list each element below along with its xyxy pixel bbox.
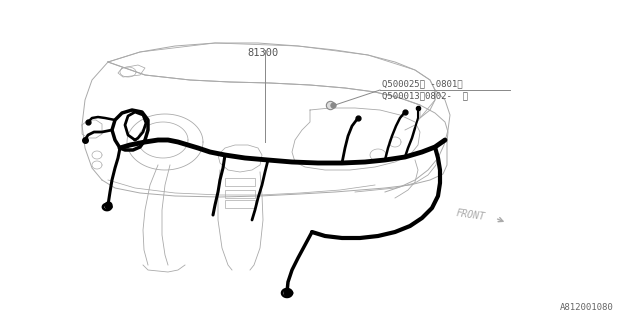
Text: Q500013（0802-  ）: Q500013（0802- ） [382,91,468,100]
Bar [225,200,255,208]
Text: Q500025（ -0801）: Q500025（ -0801） [382,79,463,88]
Text: 81300: 81300 [247,48,278,58]
Bar [225,190,255,198]
Text: A812001080: A812001080 [560,303,614,312]
Bar [225,178,255,186]
Text: FRONT: FRONT [455,208,486,222]
